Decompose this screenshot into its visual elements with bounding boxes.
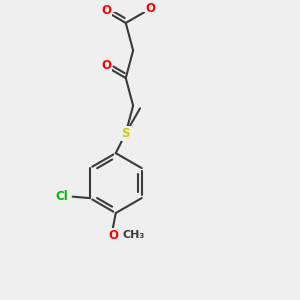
Text: S: S xyxy=(122,127,130,140)
Text: O: O xyxy=(101,59,111,72)
Text: CH₃: CH₃ xyxy=(122,230,144,240)
Text: Cl: Cl xyxy=(56,190,68,203)
Text: O: O xyxy=(101,4,111,16)
Text: O: O xyxy=(108,229,118,242)
Text: O: O xyxy=(146,2,155,15)
